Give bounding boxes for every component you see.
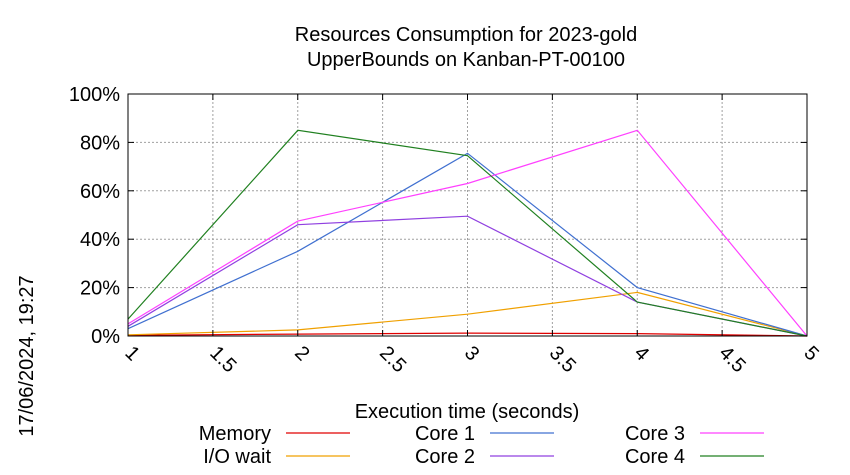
chart-title-line-2: UpperBounds on Kanban-PT-00100 [307,49,625,71]
legend-label-core-4: Core 4 [625,446,685,468]
series-line-core-3 [127,129,808,337]
x-axis-label: Execution time (seconds) [355,401,580,423]
x-tick-label: 3.5 [545,342,580,377]
x-tick-label: 1.5 [205,342,240,377]
x-tick-label: 4 [630,342,653,365]
y-tick-label: 20% [80,278,120,300]
x-tick-label: 2.5 [375,342,410,377]
legend-label-core-2: Core 2 [415,446,475,468]
legend-label-core-3: Core 3 [625,423,685,445]
legend-label-memory: Memory [199,423,271,445]
legend-label-core-1: Core 1 [415,423,475,445]
x-tick-label: 1 [120,342,143,365]
y-tick-label: 0% [91,326,120,348]
series-line-core-4 [127,129,808,337]
x-tick-label: 4.5 [715,342,750,377]
y-tick-label: 40% [80,229,120,251]
legend-label-i-o-wait: I/O wait [203,446,271,468]
x-tick-label: 5 [799,342,822,365]
series-lines [127,129,808,337]
grid [128,94,807,336]
timestamp-label: 17/06/2024, 19:27 [16,275,38,436]
y-tick-label: 80% [80,132,120,154]
series-line-core-1 [127,152,808,337]
chart-title-line-1: Resources Consumption for 2023-gold [295,24,637,46]
y-tick-label: 100% [69,84,120,106]
x-tick-label: 3 [460,342,483,365]
x-tick-label: 2 [290,342,313,365]
y-tick-label: 60% [80,181,120,203]
series-line-i-o-wait [127,291,808,337]
